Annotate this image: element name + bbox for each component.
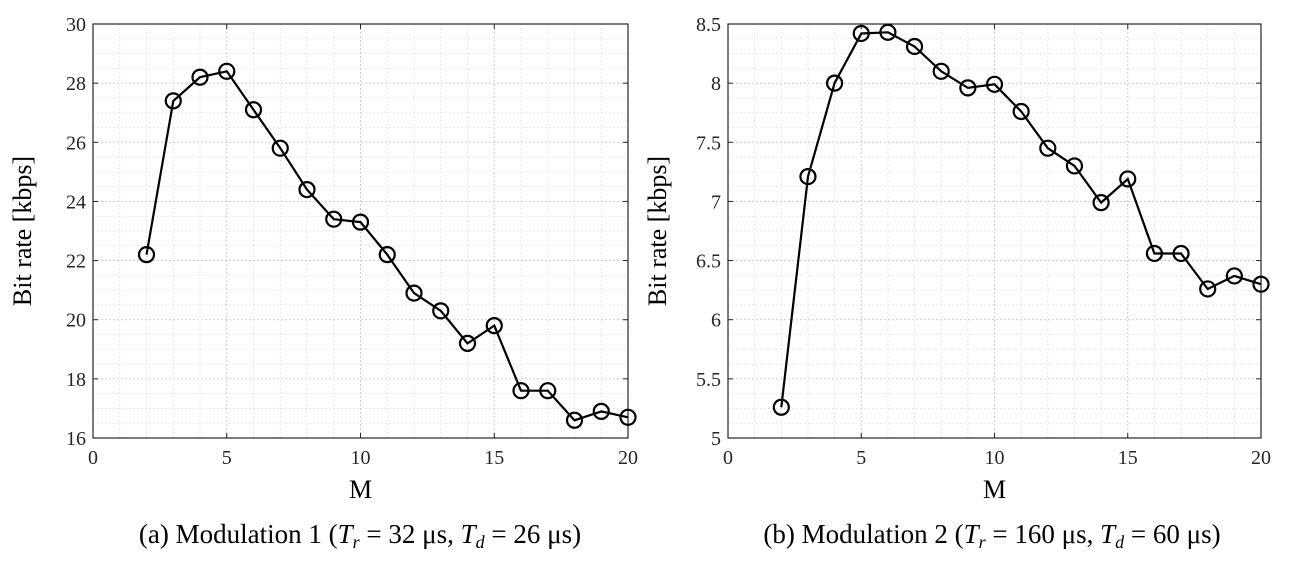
panel-b-series [772,23,1270,416]
panel-b-x-tick-label: 5 [856,447,866,469]
panel-a-x-tick-label: 10 [351,447,371,469]
panel-b-y-ticks: 5 5.5 6 6.5 7 7.5 8 8.5 [696,14,1261,450]
panel-a-y-tick-label: 20 [66,310,86,332]
panel-b-caption-tr-symbol: T [964,519,981,549]
panel-b-y-tick-label: 5 [711,428,721,450]
panel-b-data-point [1012,102,1030,121]
panel-a-series-line [145,70,629,422]
panel-b-caption-prefix: (b) Modulation 2 ( [763,519,963,549]
panel-a-caption-td-rest: = 26 μs) [485,519,581,549]
panel-b-data-point [1119,170,1137,188]
panel-b-x-ticks: 0 5 10 15 20 [723,24,1271,469]
panel-a-data-point [405,284,423,302]
panel-b-caption-td-rest: = 60 μs) [1124,519,1220,549]
panel-b-caption-td-symbol: T [1100,519,1117,549]
panel-a-data-point [565,411,584,429]
panel-a-y-tick-label: 24 [66,191,86,213]
panel-a-x-tick-label: 15 [484,447,504,469]
panel-b-data-point [1145,244,1164,263]
panel-a-data-point [432,302,450,320]
panel-b-data-point [959,79,977,97]
panel-a-y-axis-label: Bit rate [kbps] [8,156,37,306]
panel-b-data-point [799,167,817,186]
panel-a-chart: 0 5 10 15 20 16 18 20 22 24 26 28 30 M Bit rate [kb… [8,14,638,552]
panel-b-y-tick-label: 7 [711,191,721,213]
panel-a-caption-tr-symbol: T [338,519,355,549]
panel-a-y-tick-label: 22 [66,251,86,273]
panel-b-y-tick-label: 7.5 [696,132,721,154]
panel-b-y-tick-label: 8 [711,73,721,95]
panel-b-data-point [1199,280,1217,298]
panel-b-data-point [879,23,897,41]
panel-a-y-ticks: 16 18 20 22 24 26 28 30 [66,14,628,450]
panel-a-x-tick-label: 20 [618,447,638,469]
panel-a-x-tick-label: 0 [88,447,98,469]
panel-a-caption-tr-sub: r [353,532,361,552]
panel-a-caption-td-sub: d [476,532,486,552]
panel-b-grid [728,24,1261,438]
panel-a-y-tick-label: 28 [66,73,86,95]
panel-a-y-tick-label: 18 [66,369,86,391]
panel-a-data-point [298,181,316,199]
panel-b-chart: 0 5 10 15 20 55.566.577.588.5 M Bit rate [kb… [643,14,1271,552]
panel-b-data-point [985,75,1004,93]
panel-b-data-point [1225,267,1243,285]
panel-a-data-point [378,246,396,264]
panel-b-x-tick-label: 10 [985,447,1005,469]
panel-b-y-tick-label: 6.5 [696,251,721,273]
panel-a-data-point [592,402,610,420]
panel-a-data-point [164,92,182,110]
panel-a-x-tick-label: 5 [222,447,232,469]
panel-a-data-point [485,317,503,335]
panel-a-data-point [512,382,530,400]
panel-a-data-point [325,210,343,228]
panel-b-series-line [780,31,1262,408]
panel-b-caption-td-sub: d [1115,532,1125,552]
panel-b-data-point [932,62,950,80]
panel-b-data-point [825,74,844,92]
panel-a-data-point [271,139,289,157]
panel-b-x-tick-label: 20 [1251,447,1271,469]
panel-b-y-axis-label: Bit rate [kbps] [643,156,672,306]
panel-b-x-tick-label: 15 [1118,447,1138,469]
panel-a-data-point [539,382,557,400]
panel-b-data-point [1092,194,1110,212]
panel-b-y-tick-label: 6 [711,310,721,332]
panel-a-data-point [619,408,637,426]
panel-a-x-axis-label: M [349,475,372,504]
panel-a-y-tick-label: 30 [66,14,86,36]
panel-b-data-point [852,24,870,43]
panel-a-caption-td-symbol: T [461,519,478,549]
panel-a-grid [93,24,628,438]
panel-b-caption: (b) Modulation 2 (Tr = 160 μs, Td = 60 μ… [763,519,1220,552]
panel-b-data-point [772,398,790,416]
panel-b-x-axis-label: M [983,475,1006,504]
panel-b-caption-tr-rest: = 160 μs, [986,519,1100,549]
panel-a-data-point [218,62,236,80]
panel-a-y-tick-label: 26 [66,132,86,154]
panel-a-x-ticks: 0 5 10 15 20 [88,24,638,469]
panel-b-y-tick-label: 8.5 [696,14,721,36]
panel-a-data-point [137,246,156,264]
panel-a-y-tick-label: 16 [66,428,86,450]
panel-a-caption-prefix: (a) Modulation 1 ( [139,519,338,549]
panel-b-data-point [905,37,924,56]
panel-a-data-point [244,101,263,119]
panel-a-caption: (a) Modulation 1 (Tr = 32 μs, Td = 26 μs… [139,519,581,552]
panel-b-data-point [1252,275,1270,293]
panel-b-caption-tr-sub: r [979,532,987,552]
panel-a-data-point [191,68,209,86]
panel-a-data-point [351,213,370,231]
panel-a-series [137,62,637,429]
panel-a-data-point [458,334,477,352]
panel-b-y-tick-label: 5.5 [696,369,721,391]
panel-a-caption-tr-rest: = 32 μs, [360,519,461,549]
panel-b-data-point [1065,157,1084,175]
panel-b-x-tick-label: 0 [723,447,733,469]
panel-b-data-point [1039,139,1057,157]
panel-b-data-point [1172,244,1190,263]
